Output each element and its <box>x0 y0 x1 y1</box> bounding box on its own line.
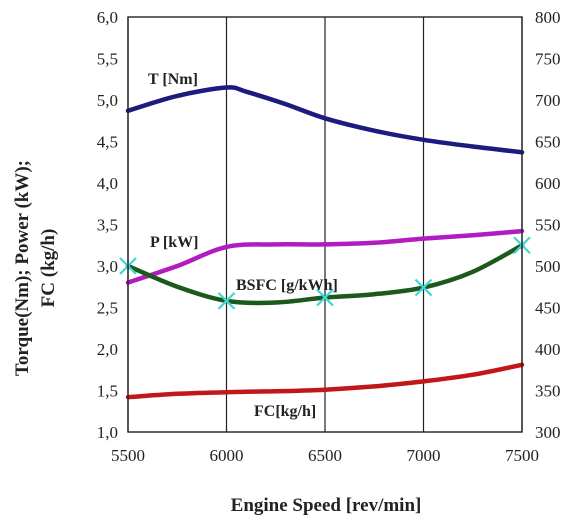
series-label-power: P [kW] <box>150 234 198 251</box>
y-right-tick-label: 300 <box>535 423 561 442</box>
y-right-tick-label: 450 <box>535 299 561 318</box>
y-left-tick-label: 1,0 <box>97 423 118 442</box>
series-line-torque <box>125 85 525 155</box>
y-left-tick-label: 5,0 <box>97 91 118 110</box>
x-tick-label: 7000 <box>407 446 441 465</box>
y-left-tick-label: 5,5 <box>97 50 118 69</box>
y-right-tick-label: 400 <box>535 340 561 359</box>
x-tick-label: 6500 <box>308 446 342 465</box>
y-right-tick-label: 500 <box>535 257 561 276</box>
plot-frame <box>127 16 523 433</box>
bsfc-marker <box>316 288 334 307</box>
x-tick-label: 5500 <box>111 446 145 465</box>
x-tick-label: 6000 <box>210 446 244 465</box>
y-right-tick-label: 600 <box>535 174 561 193</box>
x-axis-title: Engine Speed [rev/min] <box>231 495 422 516</box>
y-left-tick-label: 6,0 <box>97 8 118 27</box>
bsfc-marker <box>414 278 433 297</box>
y-left-tick-label: 1,5 <box>97 382 118 401</box>
series-layer <box>125 85 525 400</box>
series-label-fc: FC[kg/h] <box>254 403 316 420</box>
y-right-tick-label: 700 <box>535 91 561 110</box>
series-label-torque: T [Nm] <box>148 71 198 88</box>
y-left-tick-label: 3,0 <box>97 257 118 276</box>
series-label-bsfc: BSFC [g/kWh] <box>236 277 338 294</box>
y-right-tick-label: 750 <box>535 50 561 69</box>
x-tick-labels: 5500 6000 6500 7000 7500 <box>111 446 539 465</box>
y-axis-title-line-1: Torque(Nm); Power (kW); <box>12 160 33 376</box>
y-left-tick-labels: 1,0 1,5 2,0 2,5 3,0 3,5 4,0 4,5 5,0 5,5 6,0 <box>97 8 118 442</box>
y-right-tick-label: 550 <box>535 216 561 235</box>
y-left-tick-label: 3,5 <box>97 216 118 235</box>
y-right-tick-label: 350 <box>535 382 561 401</box>
y-right-tick-label: 650 <box>535 133 561 152</box>
y-right-tick-label: 800 <box>535 8 561 27</box>
y-axis-title-line-2: FC (kg/h) <box>38 229 59 308</box>
bsfc-marker <box>217 292 236 310</box>
series-line-power <box>125 228 525 285</box>
series-line-fc <box>125 362 525 400</box>
y-left-tick-label: 4,5 <box>97 133 118 152</box>
y-left-tick-label: 2,5 <box>97 299 118 318</box>
y-left-tick-label: 2,0 <box>97 340 118 359</box>
y-left-tick-label: 4,0 <box>97 174 118 193</box>
y-right-tick-labels: 300 350 400 450 500 550 600 650 700 750 800 <box>535 8 561 442</box>
x-tick-label: 7500 <box>505 446 539 465</box>
